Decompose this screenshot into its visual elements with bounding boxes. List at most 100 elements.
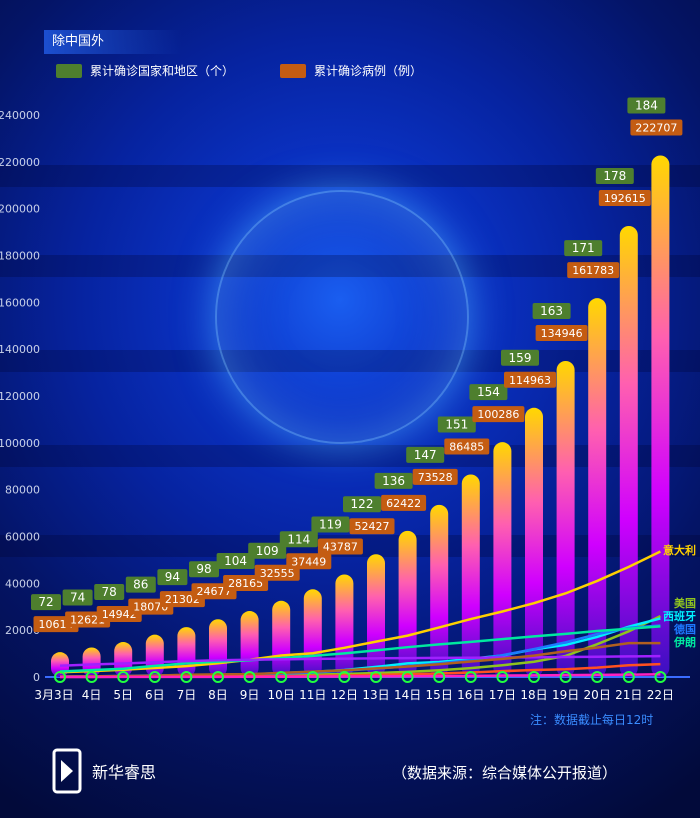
x-tick-label: 7日 [177,688,197,702]
x-marker [370,671,382,683]
x-tick-label: 18日 [520,688,547,702]
country-count-label: 171 [572,241,595,255]
x-marker [622,671,635,683]
country-count-box [62,589,93,606]
y-tick-label: 120000 [0,390,40,403]
x-marker [338,671,351,683]
x-tick-label: 4日 [82,688,102,702]
bar [209,619,227,677]
brand-name: 新华睿思 [92,763,157,782]
x-marker [496,671,509,683]
bar [430,504,449,677]
case-count-box [598,189,651,206]
case-count-box [504,371,556,388]
country-count-label: 78 [102,585,117,599]
country-count-label: 109 [256,544,279,558]
x-marker [401,671,414,683]
country-count-box [94,584,125,601]
case-count-label: 52427 [355,520,390,533]
case-count-label: 73528 [418,471,453,484]
case-count-label: 12621 [70,613,105,626]
x-marker [180,671,193,683]
legend-swatch [280,63,306,78]
x-marker [148,671,161,683]
case-count-box [412,468,458,485]
country-count-box [469,384,508,401]
case-count-label: 192615 [604,192,646,205]
country-count-box [406,446,445,463]
country-count-box [157,569,188,586]
country-count-label: 154 [477,385,500,399]
y-tick-label: 200000 [0,203,40,216]
x-tick-label: 13日 [362,688,389,702]
series-label: 美国 [674,596,696,610]
x-marker [528,671,540,683]
y-tick-label: 180000 [0,250,40,263]
x-marker [464,671,477,683]
country-count-label: 163 [540,304,563,318]
bar [651,155,670,677]
case-count-label: 21302 [165,593,200,606]
x-tick-label: 8日 [208,688,228,702]
x-tick-label: 14日 [394,688,421,702]
case-count-box [286,553,332,570]
x-tick-label: 12日 [331,688,358,702]
x-marker [212,671,224,683]
country-count-box [189,561,219,578]
y-tick-label: 0 [33,671,40,684]
country-count-label: 94 [165,570,180,584]
series-label: 意大利 [663,543,696,557]
x-marker [85,671,98,683]
x-tick-label: 15日 [426,688,453,702]
chart-title: 除中国外 [44,30,182,54]
x-tick-label: 6日 [145,688,165,702]
x-tick-label: 19日 [552,688,579,702]
legend-swatch [56,63,82,78]
band [0,165,700,187]
x-tick-label: 3月3日 [34,688,73,702]
case-count-box [317,538,363,555]
country-count-label: 151 [445,417,468,431]
bar [177,627,196,677]
country-count-label: 178 [603,169,626,183]
x-marker [275,671,288,683]
case-count-label: 10614 [39,618,74,631]
x-marker [54,671,66,683]
country-count-box [279,531,318,548]
bar [240,611,259,677]
chart: 0 20000 40000 60000 80000 100000 120000 140000 1… [0,97,696,702]
x-tick-label: 20日 [584,688,611,702]
y-tick-label: 240000 [0,109,40,122]
case-count-box [535,325,588,342]
country-count-label: 104 [224,554,247,568]
note: 注：数据截止每日12时 [530,713,654,727]
y-tick-label: 220000 [0,156,40,169]
x-tick-label: 22日 [647,688,674,702]
country-count-box [125,576,156,593]
bar [145,634,164,677]
country-count-box [31,594,61,611]
country-count-box [437,416,476,433]
y-tick-label: 140000 [0,343,40,356]
series-label: 德国 [673,622,696,636]
y-tick-label: 20000 [5,624,40,637]
country-count-label: 86 [133,578,148,592]
x-tick-label: 11日 [299,688,326,702]
series-line [59,654,661,667]
bar [398,530,417,677]
case-count-label: 43787 [323,540,358,553]
x-marker [306,671,319,683]
case-count-box [567,262,620,279]
legend-label: 累计确诊国家和地区（个） [90,64,235,78]
case-count-label: 62422 [386,497,421,510]
bar [588,298,607,677]
case-count-label: 161783 [572,264,614,277]
globe-graphic [215,190,469,444]
source-text: （数据来源：综合媒体公开报道） [392,764,618,782]
case-count-label: 32555 [260,567,295,580]
logo-icon [52,748,82,794]
x-tick-label: 10日 [268,688,295,702]
y-tick-label: 60000 [5,531,40,544]
country-count-box [595,167,634,184]
x-tick-label: 17日 [489,688,516,702]
